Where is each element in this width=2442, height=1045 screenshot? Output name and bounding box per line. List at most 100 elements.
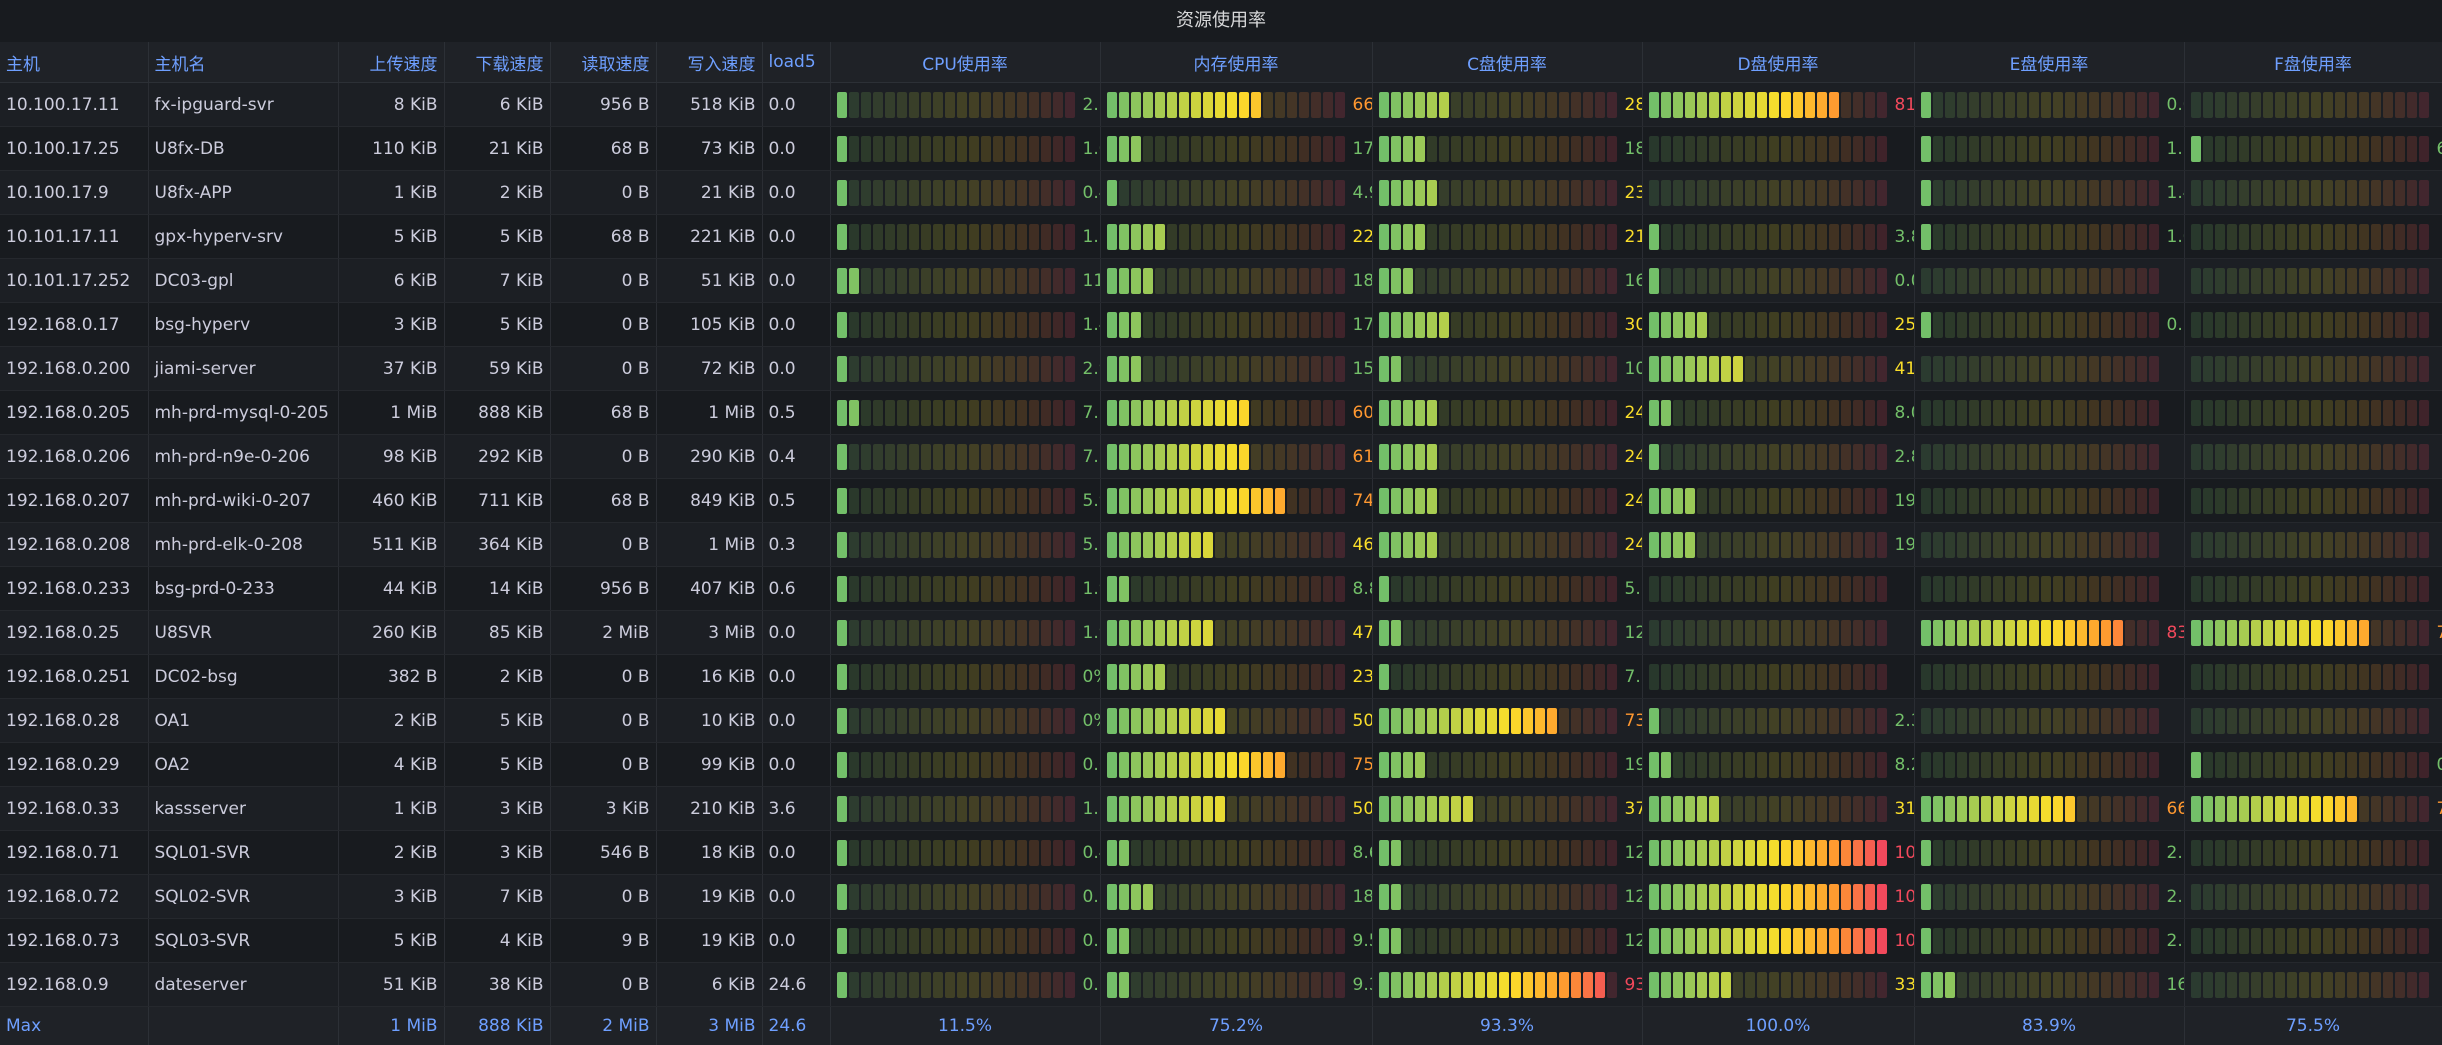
gauge-segment [1697,708,1707,734]
col-header-download[interactable]: 下载速度 [444,42,550,83]
gauge-segment [1463,840,1473,866]
gauge-segment [1119,488,1129,514]
gauge-segment [957,92,967,118]
cell-cpu-gauge: 5.1% [830,523,1100,567]
col-header-write[interactable]: 写入速度 [656,42,762,83]
gauge-segment [1817,752,1827,778]
col-header-cpu[interactable]: CPU使用率 [830,42,1100,83]
cell-cpu-gauge: 0.2% [830,919,1100,963]
gauge-segment [1191,488,1201,514]
col-header-hostname[interactable]: 主机名 [148,42,338,83]
gauge-segments [837,180,1075,206]
gauge-value: 1.0% [2159,227,2185,247]
gauge-segment [2053,356,2063,382]
gauge-segment [2251,972,2261,998]
col-header-read[interactable]: 读取速度 [550,42,656,83]
bar-gauge: 23.5% [1379,180,1636,206]
gauge-segment [1167,620,1177,646]
gauge-segment [1673,840,1683,866]
gauge-segment [2335,92,2345,118]
gauge-segment [849,312,859,338]
gauge-segment [993,400,1003,426]
gauge-segment [1017,708,1027,734]
gauge-segment [837,400,847,426]
gauge-segment [1817,312,1827,338]
gauge-segment [1335,136,1345,162]
gauge-segment [933,268,943,294]
gauge-segment [2287,356,2297,382]
gauge-segment [1547,136,1557,162]
gauge-segment [1745,136,1755,162]
gauge-segment [1391,268,1401,294]
cell-download: 2 KiB [444,171,550,215]
gauge-segment [1841,268,1851,294]
gauge-segment [1673,928,1683,954]
cell-e-gauge [1914,347,2184,391]
cell-host: 10.100.17.11 [0,83,148,127]
bar-gauge: 1.2% [837,796,1094,822]
bar-gauge: 18.5% [1379,136,1636,162]
gauge-segment [1391,312,1401,338]
gauge-segment [2347,488,2357,514]
gauge-segment [909,400,919,426]
gauge-segment [2323,840,2333,866]
gauge-segment [1427,840,1437,866]
gauge-segment [1299,180,1309,206]
gauge-segment [1757,444,1767,470]
gauge-segment [1595,180,1605,206]
col-header-upload[interactable]: 上传速度 [338,42,444,83]
gauge-segment [1649,356,1659,382]
gauge-segment [1203,576,1213,602]
gauge-segment [2275,444,2285,470]
gauge-segment [1323,444,1333,470]
gauge-segment [1391,840,1401,866]
gauge-value: 0.4% [1075,843,1101,863]
gauge-segment [1933,532,1943,558]
cell-host: 192.168.0.33 [0,787,148,831]
cell-e-gauge: 66.6% [1914,787,2184,831]
gauge-segment [1167,488,1177,514]
gauge-segment [921,180,931,206]
gauge-segment [1191,180,1201,206]
gauge-segment [1817,92,1827,118]
col-header-d-disk[interactable]: D盘使用率 [1642,42,1914,83]
gauge-segment [909,444,919,470]
gauge-segment [2029,224,2039,250]
gauge-segment [2101,312,2111,338]
gauge-segment [1547,752,1557,778]
gauge-segment [2041,620,2051,646]
gauge-segment [1817,400,1827,426]
gauge-segment [1203,312,1213,338]
col-header-host[interactable]: 主机 [0,42,148,83]
col-header-load5[interactable]: load5 [762,42,830,83]
col-header-c-disk[interactable]: C盘使用率 [1372,42,1642,83]
gauge-segment [2191,576,2201,602]
table-header: 主机 主机名 上传速度 下载速度 读取速度 写入速度 load5 CPU使用率 … [0,42,2442,83]
gauge-segment [837,136,847,162]
col-header-e-disk[interactable]: E盘使用率 [1914,42,2184,83]
gauge-segment [1649,928,1659,954]
gauge-segments [2191,796,2429,822]
gauge-segment [1921,752,1931,778]
gauge-segment [957,840,967,866]
gauge-segment [933,400,943,426]
gauge-segment [1841,400,1851,426]
gauge-segment [1523,972,1533,998]
gauge-value: 12.2% [1617,931,1643,951]
gauge-segment [1475,928,1485,954]
gauge-segment [2149,92,2159,118]
col-header-mem[interactable]: 内存使用率 [1100,42,1372,83]
gauge-segment [1119,928,1129,954]
gauge-segment [1299,928,1309,954]
gauge-segment [1215,400,1225,426]
gauge-segment [1721,708,1731,734]
gauge-segment [1379,92,1389,118]
gauge-segment [2215,972,2225,998]
gauge-segment [1155,928,1165,954]
gauge-segment [1817,796,1827,822]
col-header-f-disk[interactable]: F盘使用率 [2184,42,2442,83]
gauge-segment [1499,312,1509,338]
gauge-segment [1053,796,1063,822]
gauge-segments [837,884,1075,910]
gauge-segment [1673,224,1683,250]
